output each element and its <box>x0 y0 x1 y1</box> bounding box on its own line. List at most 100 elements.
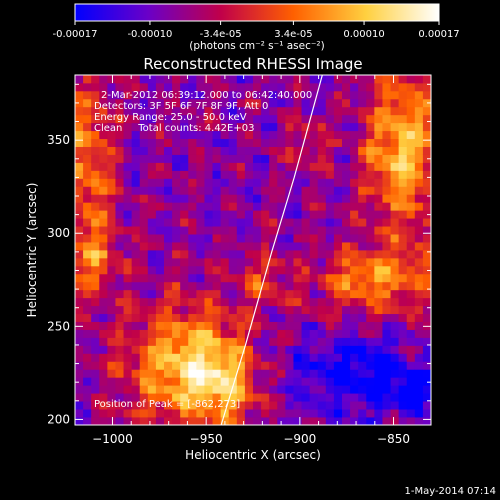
heatmap-cell <box>390 305 400 315</box>
heatmap-cell <box>374 313 383 322</box>
heatmap-cell <box>333 305 343 315</box>
heatmap-cell <box>115 329 124 338</box>
heatmap-cell <box>83 305 92 315</box>
heatmap-cell <box>325 353 335 362</box>
heatmap-cell <box>188 138 197 147</box>
heatmap-cell <box>390 75 400 84</box>
heatmap-cell <box>309 75 319 84</box>
heatmap-cell <box>107 265 116 275</box>
heatmap-cell <box>155 385 165 394</box>
heatmap-cell <box>180 345 189 354</box>
heatmap-cell <box>309 281 319 291</box>
heatmap-cell <box>164 242 173 251</box>
heatmap-cell <box>75 114 84 124</box>
heatmap-cell <box>188 257 197 267</box>
heatmap-cell <box>188 170 197 179</box>
heatmap-cell <box>75 90 84 100</box>
heatmap-cell <box>228 313 238 322</box>
heatmap-cell <box>317 369 327 378</box>
heatmap-cell <box>317 130 327 140</box>
heatmap-cell <box>293 281 302 291</box>
heatmap-cell <box>139 75 149 84</box>
heatmap-cell <box>212 130 222 140</box>
heatmap-cell <box>382 417 391 425</box>
heatmap-cell <box>317 377 327 386</box>
heatmap-cell <box>123 265 133 275</box>
heatmap-cell <box>164 98 173 108</box>
heatmap-cell <box>188 353 197 362</box>
heatmap-cell <box>261 122 270 132</box>
heatmap-cells <box>75 75 431 425</box>
heatmap-cell <box>131 90 141 100</box>
heatmap-cell <box>253 146 262 155</box>
heatmap-cell <box>414 377 424 386</box>
heatmap-cell <box>293 226 302 235</box>
heatmap-cell <box>188 401 197 410</box>
heatmap-cell <box>220 130 230 140</box>
heatmap-cell <box>317 273 327 283</box>
heatmap-cell <box>75 146 84 155</box>
heatmap-cell <box>342 162 351 171</box>
heatmap-cell <box>269 289 278 299</box>
heatmap-cell <box>75 337 84 346</box>
heatmap-cell <box>374 337 383 346</box>
heatmap-cell <box>390 146 400 155</box>
heatmap-cell <box>204 226 213 235</box>
heatmap-cell <box>301 242 311 251</box>
heatmap-cell <box>212 162 222 171</box>
heatmap-cell <box>99 393 108 402</box>
heatmap-cell <box>390 337 400 346</box>
heatmap-cell <box>358 154 367 163</box>
heatmap-cell <box>164 257 173 267</box>
heatmap-cell <box>196 257 205 267</box>
heatmap-cell <box>293 194 302 203</box>
heatmap-cell <box>188 162 197 171</box>
heatmap-cell <box>261 130 270 140</box>
heatmap-cell <box>414 250 424 259</box>
heatmap-cell <box>123 82 133 92</box>
heatmap-cell <box>131 289 141 299</box>
heatmap-cell <box>358 146 367 155</box>
heatmap-cell <box>358 265 367 275</box>
heatmap-cell <box>309 98 319 108</box>
heatmap-cell <box>220 154 230 163</box>
heatmap-cell <box>228 329 238 338</box>
heatmap-cell <box>172 369 181 378</box>
heatmap-cell <box>350 321 359 330</box>
heatmap-cell <box>83 329 92 338</box>
heatmap-cell <box>342 417 351 425</box>
heatmap-cell <box>269 234 278 243</box>
heatmap-cell <box>414 146 424 155</box>
heatmap-cell <box>269 329 278 338</box>
heatmap-cell <box>244 210 254 219</box>
heatmap-cell <box>374 361 383 370</box>
heatmap-cell <box>261 369 270 378</box>
heatmap-cell <box>204 313 213 322</box>
heatmap-cell <box>147 393 157 402</box>
heatmap-cell <box>366 377 375 386</box>
heatmap-cell <box>301 114 311 124</box>
heatmap-cell <box>374 257 383 267</box>
heatmap-cell <box>382 385 391 394</box>
heatmap-cell <box>301 369 311 378</box>
heatmap-cell <box>204 210 213 219</box>
heatmap-cell <box>301 305 311 315</box>
heatmap-cell <box>325 401 335 410</box>
heatmap-cell <box>374 114 383 124</box>
heatmap-cell <box>301 75 311 84</box>
heatmap-cell <box>358 90 367 100</box>
heatmap-cell <box>366 321 375 330</box>
heatmap-cell <box>406 337 416 346</box>
heatmap-cell <box>269 202 278 211</box>
heatmap-cell <box>261 345 270 354</box>
heatmap-cell <box>390 202 400 211</box>
heatmap-cell <box>374 170 383 179</box>
heatmap-cell <box>358 393 367 402</box>
heatmap-cell <box>285 369 294 378</box>
heatmap-cell <box>269 122 278 132</box>
heatmap-cell <box>188 122 197 132</box>
heatmap-cell <box>115 178 124 187</box>
heatmap-cell <box>131 146 141 155</box>
heatmap-cell <box>374 273 383 283</box>
heatmap-cell <box>414 82 424 92</box>
